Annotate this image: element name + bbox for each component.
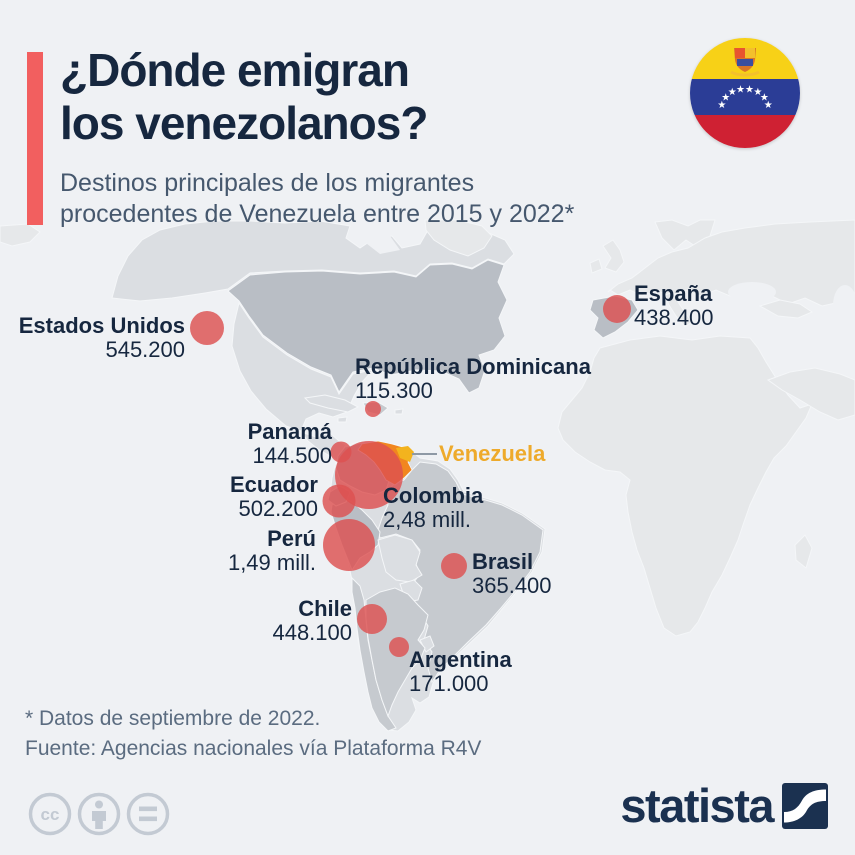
label-panama: Panamá 144.500 [248, 420, 332, 468]
bubble-republica-dominicana [365, 401, 381, 417]
cc-icon: cc [28, 792, 72, 836]
country-name: Ecuador [229, 472, 318, 497]
flag-star: ★ [764, 100, 773, 111]
land-siberia [0, 223, 41, 247]
flag-star: ★ [728, 87, 737, 98]
source-note: Fuente: Agencias nacionales vía Platafor… [25, 737, 482, 760]
country-value: 144.500 [252, 443, 332, 468]
subtitle-line-1: Destinos principales de los migrantes [60, 169, 475, 197]
caspian-sea [833, 285, 855, 325]
svg-text:cc: cc [41, 805, 60, 824]
label-argentina: Argentina 171.000 [409, 648, 512, 696]
footnote: * Datos de septiembre de 2022. [25, 707, 321, 730]
bubble-argentina [389, 637, 409, 657]
country-name: Perú [267, 526, 316, 551]
land-arabia [766, 367, 855, 421]
page-subtitle: Destinos principales de los migrantes pr… [60, 168, 574, 230]
cc-attribution-icon [77, 792, 121, 836]
flag-star: ★ [760, 93, 769, 104]
land-usa [227, 259, 508, 394]
land-cuba [303, 394, 360, 413]
label-chile: Chile 448.100 [272, 597, 352, 645]
label-brasil: Brasil 365.400 [472, 550, 552, 598]
land-madagascar [794, 534, 813, 569]
country-name: Estados Unidos [18, 313, 185, 338]
label-colombia: Colombia 2,48 mill. [383, 484, 483, 532]
country-value: 365.400 [472, 573, 552, 598]
bubble-peru [323, 519, 375, 571]
flag-star: ★ [736, 84, 745, 95]
flag-star: ★ [717, 100, 726, 111]
flag-star: ★ [753, 87, 762, 98]
bubble-brasil [441, 553, 467, 579]
bubble-layer [190, 295, 631, 657]
label-republica-dominicana: República Dominicana 115.300 [355, 355, 591, 403]
land-greenland [424, 219, 493, 257]
land-ireland [589, 258, 603, 274]
country-value: 448.100 [272, 620, 352, 645]
country-value: 2,48 mill. [383, 507, 472, 532]
country-name: Chile [298, 596, 352, 621]
country-name: República Dominicana [355, 354, 591, 379]
label-peru: Perú 1,49 mill. [228, 527, 316, 575]
title-line-1: ¿Dónde emigran [60, 44, 410, 96]
cc-license-badge[interactable]: cc [27, 791, 195, 837]
country-name: Colombia [383, 483, 484, 508]
country-value: 438.400 [634, 305, 714, 330]
title-accent-bar [27, 52, 43, 225]
bubble-estados-unidos [190, 311, 224, 345]
country-value: 1,49 mill. [227, 550, 316, 575]
label-ecuador: Ecuador 502.200 [230, 473, 318, 521]
statista-logo[interactable]: statista [620, 779, 828, 832]
land-turkey [758, 299, 814, 319]
bubble-chile [357, 604, 387, 634]
land-italy [664, 291, 693, 328]
country-name: Panamá [247, 419, 332, 444]
country-value: 545.200 [105, 337, 185, 362]
subtitle-line-2: procedentes de Venezuela entre 2015 y 20… [60, 200, 575, 228]
land-uk [602, 239, 625, 273]
statista-logo-icon [782, 783, 828, 829]
land-venezuela-delta [396, 446, 414, 462]
country-name: España [634, 281, 713, 306]
land-bolivia [377, 534, 423, 583]
flag-stars: ★★★ ★ ★ ★★★ [717, 84, 772, 111]
country-value: 171.000 [409, 671, 489, 696]
country-value: 115.300 [355, 378, 433, 403]
bubble-ecuador [322, 484, 356, 518]
title-line-2: los venezolanos? [60, 97, 428, 149]
land-puerto-rico [394, 408, 404, 415]
country-name: Argentina [409, 647, 512, 672]
label-espana: España 438.400 [634, 282, 714, 330]
land-jamaica [337, 416, 348, 423]
statista-wordmark: statista [620, 779, 774, 832]
country-value: 502.200 [238, 496, 318, 521]
flag-star: ★ [721, 93, 730, 104]
label-venezuela: Venezuela [439, 441, 546, 466]
land-europe [607, 219, 855, 311]
hudson-bay [352, 221, 400, 254]
black-sea [728, 282, 776, 302]
flag-star: ★ [745, 84, 754, 95]
venezuela-leader-line [412, 453, 437, 455]
cc-equal-icon [126, 792, 170, 836]
flag-coat-of-arms [730, 48, 760, 77]
country-name: Brasil [472, 549, 534, 574]
flag-band-blue [690, 79, 800, 115]
venezuela-flag-icon: ★ ★ ★ ★ ★ ★ ★ ★ [690, 38, 800, 148]
label-estados-unidos: Estados Unidos 545.200 [19, 314, 185, 362]
page-title: ¿Dónde emigran los venezolanos? [60, 44, 428, 150]
bubble-espana [603, 295, 631, 323]
venezuela-flag-svg: ★★★ ★ ★ ★★★ [690, 38, 800, 148]
